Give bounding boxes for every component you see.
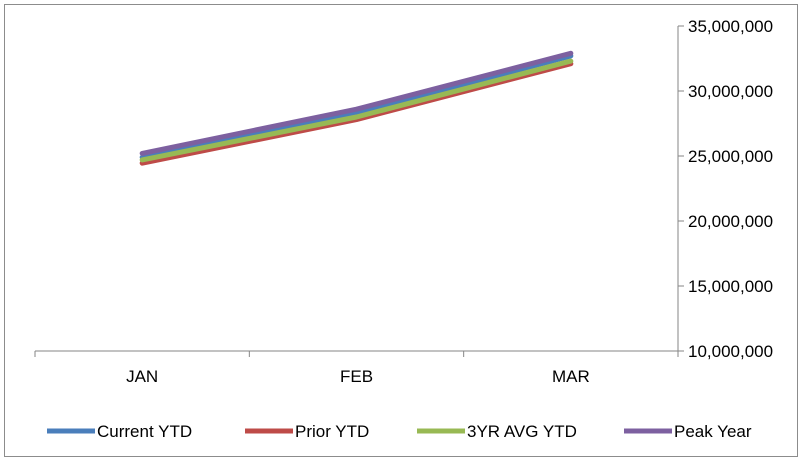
x-tick-label: MAR [552,367,590,386]
legend-label: Peak Year [674,422,752,441]
x-tick-label: FEB [340,367,373,386]
legend-item-3yr-avg-ytd: 3YR AVG YTD [417,422,577,441]
legend-item-prior-ytd: Prior YTD [245,422,369,441]
y-tick-label: 35,000,000 [688,17,773,36]
series-line-3yr-avg-ytd [139,58,574,163]
series-line-prior-ytd [139,61,574,166]
legend-label: Prior YTD [295,422,369,441]
chart-series [139,50,574,166]
legend-item-peak-year: Peak Year [624,422,752,441]
x-axis-labels: JAN FEB MAR [126,367,590,386]
series-line-current-ytd [139,53,574,160]
y-tick-label: 20,000,000 [688,212,773,231]
chart-legend: Current YTD Prior YTD 3YR AVG YTD Peak Year [47,422,752,441]
chart-axes [34,25,684,357]
legend-item-current-ytd: Current YTD [47,422,192,441]
x-tick-label: JAN [126,367,158,386]
y-tick-label: 10,000,000 [688,342,773,361]
legend-label: Current YTD [97,422,192,441]
series-line-peak-year [139,50,574,156]
legend-label: 3YR AVG YTD [467,422,577,441]
y-tick-label: 30,000,000 [688,82,773,101]
chart-frame [4,4,798,457]
y-tick-label: 25,000,000 [688,147,773,166]
y-tick-label: 15,000,000 [688,277,773,296]
y-axis-labels: 10,000,000 15,000,000 20,000,000 25,000,000… [688,17,773,361]
